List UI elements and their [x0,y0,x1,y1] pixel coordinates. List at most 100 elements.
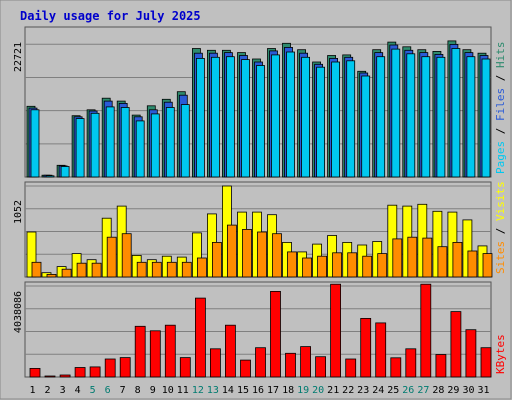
bar-visits-1 [26,231,37,278]
bar-kbytes-14 [224,324,236,378]
bar-pages-30 [466,56,476,178]
x-tick-label-3: 3 [60,385,66,396]
bar-sites-4 [76,262,87,278]
bar-pages-16 [256,65,265,178]
y-max-label-visits: 1052 [13,200,24,224]
bar-sites-27 [422,237,433,278]
bar-kbytes-18 [285,352,296,378]
panel-visits: 1052 Sites / Visits [13,181,507,278]
x-tick-label-28: 28 [432,385,444,396]
bar-sites-14 [226,224,237,278]
legend-item-hits: Hits [494,42,507,69]
x-tick-label-8: 8 [135,385,141,396]
y-max-label-traffic: 22721 [13,42,24,72]
bar-kbytes-24 [375,322,387,378]
x-tick-label-6: 6 [105,385,111,396]
legend-item-kbytes: KBytes [494,334,507,374]
bar-sites-7 [121,233,132,278]
bar-sites-1 [31,261,42,278]
bar-sites-11 [181,261,192,278]
bar-pages-8 [135,120,145,178]
bar-visits-30 [462,219,473,278]
bar-pages-6 [105,106,115,178]
bar-kbytes-6 [104,358,116,378]
bar-kbytes-25 [390,357,402,378]
bar-sites-10 [166,261,177,278]
x-tick-label-22: 22 [342,385,354,396]
bar-kbytes-1 [29,367,41,378]
bar-kbytes-3 [59,374,71,378]
bar-sites-24 [377,253,388,278]
x-axis-labels: 1 2 3 4 5 6 7 8 9 10 11 12 13 14 15 16 17 18 19 20 21 22 23 24 2… [29,385,489,396]
bar-pages-5 [90,112,100,178]
bar-sites-16 [257,231,267,278]
bar-kbytes-26 [405,348,417,378]
x-tick-label-21: 21 [327,385,339,396]
x-tick-label-17: 17 [267,385,279,396]
legend-visits: Sites / Visits [494,181,507,274]
x-tick-label-11: 11 [177,385,189,396]
bar-kbytes-4 [74,367,86,378]
bar-sites-13 [211,241,222,278]
x-tick-label-19: 19 [297,385,309,396]
x-tick-label-16: 16 [252,385,264,396]
bar-pages-17 [271,54,280,178]
bar-pages-31 [481,58,491,178]
bar-sites-23 [362,255,373,278]
legend-traffic: Pages / Files / Hits [494,42,507,175]
x-tick-label-2: 2 [44,385,50,396]
x-tick-label-30: 30 [462,385,474,396]
series-sites [31,224,493,278]
bar-sites-19 [302,257,313,278]
bar-pages-15 [241,59,250,178]
bar-pages-2 [45,175,55,178]
bar-kbytes-13 [209,348,221,378]
x-tick-label-9: 9 [150,385,156,396]
bar-kbytes-7 [119,357,131,378]
bar-kbytes-27 [420,283,432,378]
bar-pages-14 [225,56,235,178]
bar-kbytes-5 [89,366,101,378]
bar-pages-27 [421,56,431,178]
bar-pages-3 [60,166,70,178]
x-tick-label-1: 1 [29,385,35,396]
bar-kbytes-21 [330,283,342,378]
bar-kbytes-17 [270,290,281,378]
bar-sites-30 [467,250,478,278]
bar-kbytes-12 [194,297,206,378]
bar-kbytes-2 [44,375,56,378]
bar-pages-29 [451,48,461,178]
legend-separator-traffic-2: / [494,68,507,88]
bar-pages-24 [376,56,386,178]
x-tick-label-26: 26 [402,385,414,396]
bar-kbytes-20 [315,356,327,378]
chart-title: Daily usage for July 2025 [20,9,201,23]
x-tick-label-4: 4 [75,385,81,396]
x-tick-label-14: 14 [222,385,234,396]
bar-sites-21 [332,252,343,278]
bar-sites-17 [272,233,282,278]
bar-pages-4 [75,118,85,178]
x-tick-label-13: 13 [207,385,219,396]
bar-pages-25 [391,48,401,178]
bar-kbytes-8 [134,325,146,378]
bar-pages-22 [346,60,356,178]
bar-pages-23 [361,75,371,178]
x-tick-label-29: 29 [447,385,459,396]
bar-kbytes-31 [480,347,492,378]
bar-pages-20 [316,66,326,178]
x-tick-label-25: 25 [387,385,399,396]
panel-traffic: 22721 Pages / Files / Hits [13,26,507,178]
bar-sites-15 [242,228,252,278]
bar-pages-9 [150,113,160,178]
x-tick-label-7: 7 [120,385,126,396]
series-pages [30,48,491,178]
bar-sites-25 [392,238,403,278]
bar-pages-28 [436,56,446,178]
x-tick-label-23: 23 [357,385,369,396]
bar-kbytes-16 [255,347,266,378]
bar-pages-11 [180,104,190,178]
bar-pages-7 [120,107,130,178]
